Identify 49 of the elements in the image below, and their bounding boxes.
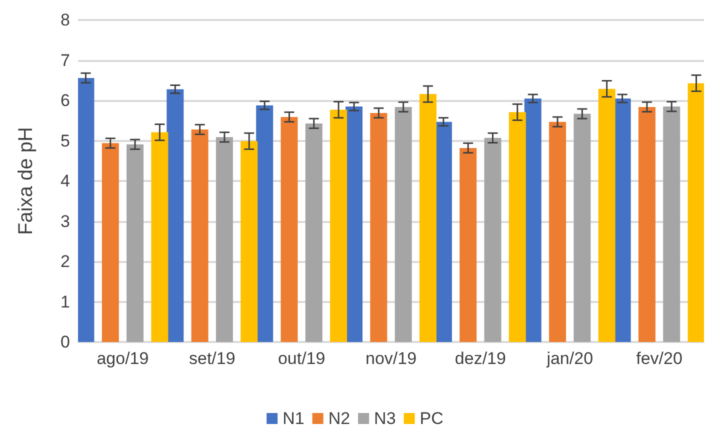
bar xyxy=(166,89,184,342)
x-tick-label: ago/19 xyxy=(96,349,149,368)
bar xyxy=(394,106,412,342)
bar xyxy=(484,138,502,342)
legend-label: N3 xyxy=(374,409,396,428)
y-tick-label: 2 xyxy=(60,252,70,271)
bar xyxy=(280,117,298,342)
bar xyxy=(370,112,388,342)
bar xyxy=(688,83,704,342)
legend-label: PC xyxy=(420,409,444,428)
bar xyxy=(240,141,258,342)
y-tick-label: 5 xyxy=(60,131,70,150)
bar xyxy=(434,122,452,342)
bar xyxy=(78,78,94,342)
y-tick-label: 7 xyxy=(60,50,70,70)
bar xyxy=(151,132,168,342)
x-tick-label: set/19 xyxy=(188,349,236,368)
y-tick-label: 4 xyxy=(60,172,70,190)
bar xyxy=(216,137,233,342)
bar xyxy=(508,112,526,342)
y-tick-label: 6 xyxy=(60,91,70,110)
x-tick-label: out/19 xyxy=(278,349,326,368)
x-tick-label: dez/19 xyxy=(454,349,506,368)
bar xyxy=(346,106,363,342)
bar xyxy=(549,122,566,342)
bar xyxy=(663,106,680,342)
bar xyxy=(102,143,119,342)
x-tick-label: nov/19 xyxy=(365,349,417,368)
bar xyxy=(305,123,322,342)
bar xyxy=(191,129,208,342)
legend-label: N2 xyxy=(328,409,350,428)
legend-label: N1 xyxy=(282,409,304,428)
bar xyxy=(330,110,348,342)
bar xyxy=(256,105,274,342)
bar xyxy=(126,144,144,342)
bar xyxy=(638,106,656,342)
y-tick-label: 3 xyxy=(60,212,70,231)
bar xyxy=(598,88,616,342)
y-tick-label: 0 xyxy=(60,332,70,352)
bar xyxy=(574,114,591,342)
y-tick-label: 1 xyxy=(60,292,70,312)
x-tick-label: fev/20 xyxy=(636,349,682,368)
y-axis-title: Faixa de pH xyxy=(15,127,37,235)
bar xyxy=(524,98,542,342)
x-tick-label: jan/20 xyxy=(546,349,594,368)
bar xyxy=(614,98,631,342)
bar xyxy=(460,148,477,342)
bar xyxy=(419,94,436,342)
y-tick-label: 8 xyxy=(60,10,70,30)
